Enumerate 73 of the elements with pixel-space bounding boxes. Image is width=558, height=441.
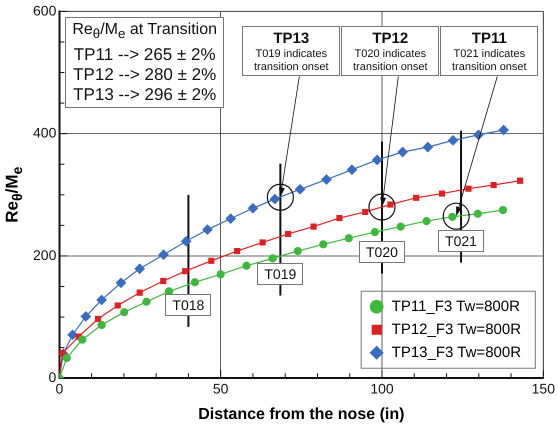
point <box>208 258 214 264</box>
point <box>242 262 251 270</box>
point <box>346 164 358 175</box>
point <box>422 142 433 152</box>
ref-line-label: T020 <box>359 240 405 263</box>
point <box>160 278 166 284</box>
annotation: TP11 T021 indicates transition onset <box>451 30 528 74</box>
point <box>136 290 143 296</box>
point <box>95 316 102 322</box>
x-tick-label: 150 <box>532 380 556 396</box>
y-tick-label: 0 <box>48 369 57 386</box>
point <box>268 254 277 262</box>
y-tick-label: 600 <box>33 2 57 18</box>
point <box>234 248 240 254</box>
legend-label: TP13_F3 Tw=800R <box>392 344 522 361</box>
annotation: TP13 T019 indicates transition onset <box>253 30 330 74</box>
legend-label: TP11_F3 Tw=800R <box>392 298 520 315</box>
point <box>517 178 524 184</box>
point <box>158 250 169 260</box>
x-tick-label: 100 <box>370 380 394 396</box>
point <box>498 206 508 214</box>
point <box>182 268 188 274</box>
point <box>78 336 86 344</box>
point <box>474 210 482 218</box>
y-tick-label: 400 <box>33 124 57 141</box>
point <box>260 239 266 246</box>
point <box>98 320 106 330</box>
point <box>226 214 236 224</box>
point <box>190 278 199 286</box>
y-tick-label: 200 <box>33 246 57 263</box>
point <box>362 208 368 215</box>
point <box>114 302 121 309</box>
point <box>372 154 382 166</box>
point <box>398 146 408 158</box>
point <box>202 224 213 235</box>
point <box>120 308 128 316</box>
point <box>62 354 71 362</box>
point <box>498 124 509 136</box>
point <box>387 202 394 208</box>
ref-line-label: T018 <box>165 294 212 316</box>
point <box>60 350 66 356</box>
point <box>248 203 258 214</box>
point <box>321 174 332 185</box>
point <box>96 294 107 306</box>
annotation: Re$_{θ}$/M$_{e}$ at Transition TP11 --> 265 ± 2% TP12 --> 280 ± 2% TP13 --> 296 ± 2% <box>72 20 218 105</box>
point <box>116 278 126 288</box>
x-axis-title: Distance from the nose (in) <box>197 406 406 424</box>
ref-line-label: T019 <box>257 262 304 285</box>
point <box>310 224 317 230</box>
point <box>336 214 342 222</box>
point <box>370 228 379 236</box>
point <box>142 298 151 306</box>
x-tick-label: 50 <box>212 380 229 396</box>
point <box>465 186 472 192</box>
point <box>448 135 458 146</box>
ref-line-label: T021 <box>438 230 484 252</box>
point <box>285 230 292 237</box>
point <box>422 216 431 226</box>
point <box>294 246 302 256</box>
point <box>438 190 446 197</box>
point <box>319 240 328 248</box>
point <box>396 222 405 231</box>
point <box>294 184 306 194</box>
annotation: TP12 T020 indicates transition onset <box>352 30 429 74</box>
point <box>181 236 192 246</box>
point <box>67 330 78 340</box>
legend-label: TP12_F3 Tw=800R <box>392 320 522 338</box>
point <box>134 264 145 274</box>
point <box>413 194 420 201</box>
point <box>80 311 91 322</box>
point <box>344 234 353 242</box>
point <box>216 270 225 278</box>
point <box>490 182 497 188</box>
